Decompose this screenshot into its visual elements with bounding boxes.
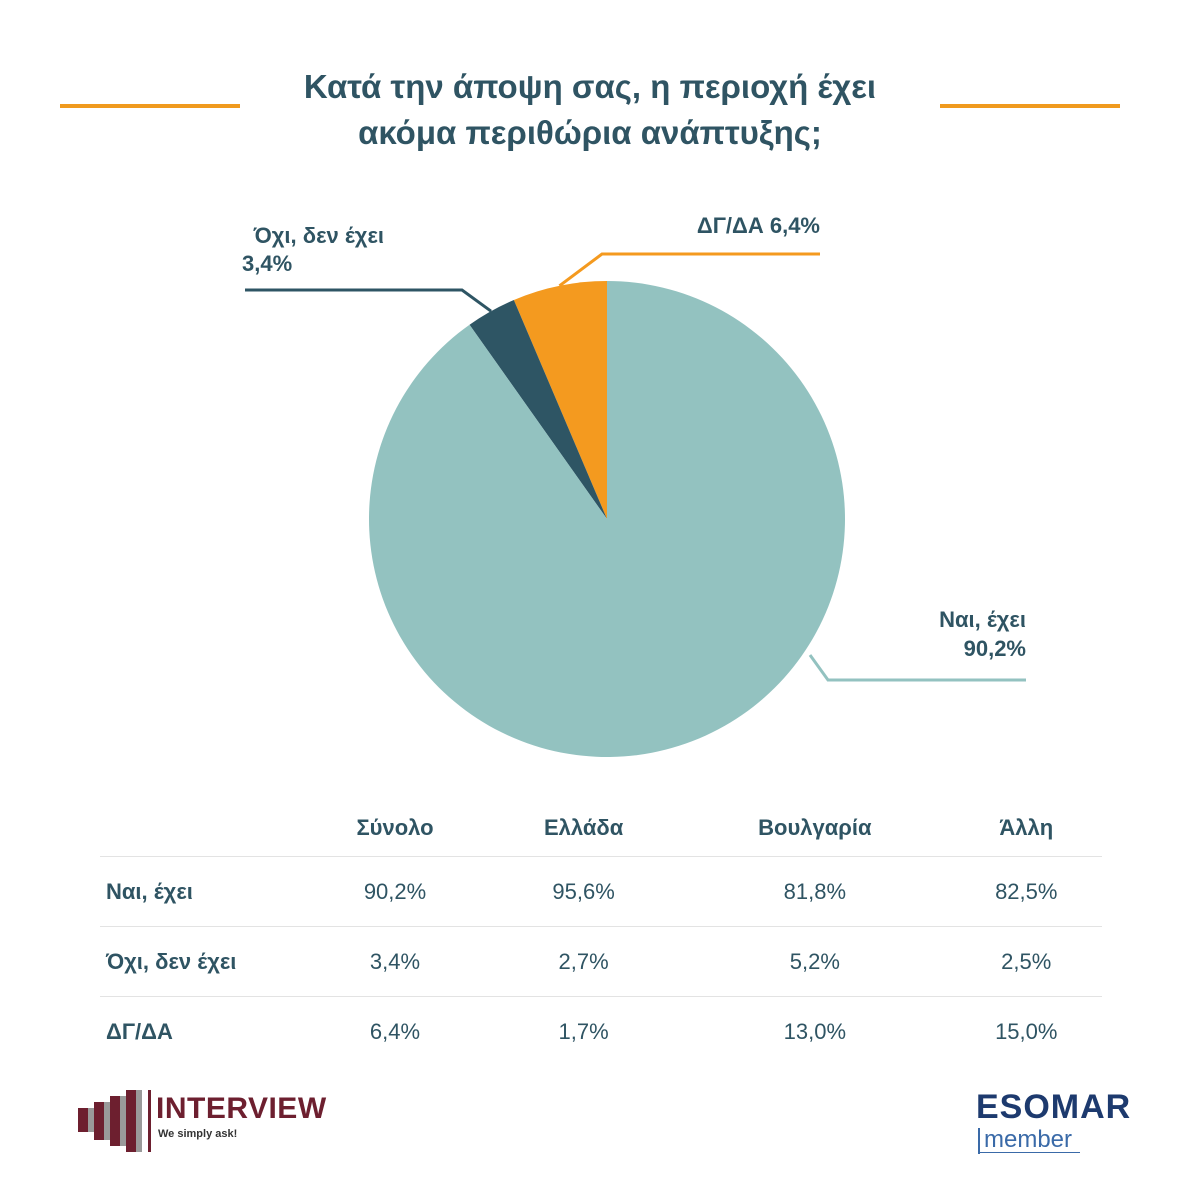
- title-rule-right: [940, 104, 1120, 108]
- chart-title-line-1: Κατά την άποψη σας, η περιοχή έχει: [303, 68, 877, 105]
- table-row: Ναι, έχει 90,2% 95,6% 81,8% 82,5%: [100, 856, 1102, 927]
- row-label: Ναι, έχει: [100, 856, 302, 927]
- column-header-greece: Ελλάδα: [488, 800, 680, 857]
- table-cell: 2,5%: [950, 926, 1102, 997]
- slice-label-no-line-2: 3,4%: [242, 251, 292, 276]
- chart-title: Κατά την άποψη σας, η περιοχή έχει ακόμα…: [250, 64, 930, 156]
- table-row: Όχι, δεν έχει 3,4% 2,7% 5,2% 2,5%: [100, 926, 1102, 997]
- column-header-total: Σύνολο: [302, 800, 489, 857]
- esomar-logo: ESOMAR member: [976, 1088, 1146, 1158]
- title-rule-left: [60, 104, 240, 108]
- table-header-row: Σύνολο Ελλάδα Βουλγαρία Άλλη: [100, 800, 1102, 857]
- table-cell: 6,4%: [369, 1018, 421, 1044]
- pie-chart: ΔΓ/ΔΑ 6,4% Όχι, δεν έχει 3,4% Ναι, έχει 90,2…: [242, 213, 1026, 757]
- pie-slice-2: [469, 299, 607, 519]
- leader-line-no: [245, 288, 492, 313]
- column-header-bulgaria: Βουλγαρία: [679, 800, 951, 857]
- table-cell: 15,0%: [995, 1018, 1058, 1044]
- table-row: ΔΓ/ΔΑ 6,4% 1,7% 13,0% 15,0%: [100, 997, 1102, 1067]
- esomar-logo-bar: [978, 1128, 980, 1154]
- slice-label-yes-line-1: Ναι, έχει: [939, 607, 1026, 632]
- table-cell: 3,4%: [302, 926, 489, 997]
- table-cell: 2,7%: [488, 926, 680, 997]
- results-table: Σύνολο Ελλάδα Βουλγαρία Άλλη Ναι, έχει 9…: [100, 800, 1102, 1066]
- pie-slice-1: [369, 281, 845, 757]
- table-corner-cell: [100, 800, 302, 857]
- table-cell: 13,0%: [783, 1018, 847, 1044]
- esomar-logo-name: ESOMAR: [976, 1088, 1132, 1126]
- column-header-other: Άλλη: [950, 800, 1102, 857]
- table-cell: 81,8%: [679, 856, 951, 927]
- interview-logo-divider: [148, 1090, 151, 1152]
- table-cell: 1,7%: [558, 1018, 609, 1044]
- interview-bars-icon: [78, 1090, 142, 1152]
- esomar-logo-underline: [978, 1152, 1080, 1153]
- interview-logo: INTERVIEW We simply ask!: [76, 1086, 336, 1156]
- slice-label-no-line-1: Όχι, δεν έχει: [253, 223, 384, 248]
- table-cell: 90,2%: [302, 856, 489, 927]
- slice-label-dkda: ΔΓ/ΔΑ 6,4%: [697, 213, 820, 238]
- leader-line-dkda: [558, 252, 820, 287]
- row-label: ΔΓ/ΔΑ: [106, 1018, 173, 1044]
- table-cell: 82,5%: [950, 856, 1102, 927]
- leader-line-yes: [808, 654, 1026, 682]
- interview-logo-name: INTERVIEW: [156, 1092, 327, 1125]
- table-cell: 95,6%: [488, 856, 680, 927]
- chart-title-line-2: ακόμα περιθώρια ανάπτυξης;: [358, 114, 822, 151]
- row-label: Όχι, δεν έχει: [100, 926, 302, 997]
- interview-logo-tagline: We simply ask!: [158, 1128, 238, 1140]
- esomar-logo-sub: member: [984, 1126, 1073, 1153]
- table-cell: 5,2%: [679, 926, 951, 997]
- pie-slice-0: [513, 281, 607, 519]
- slice-label-yes-line-2: 90,2%: [964, 636, 1026, 661]
